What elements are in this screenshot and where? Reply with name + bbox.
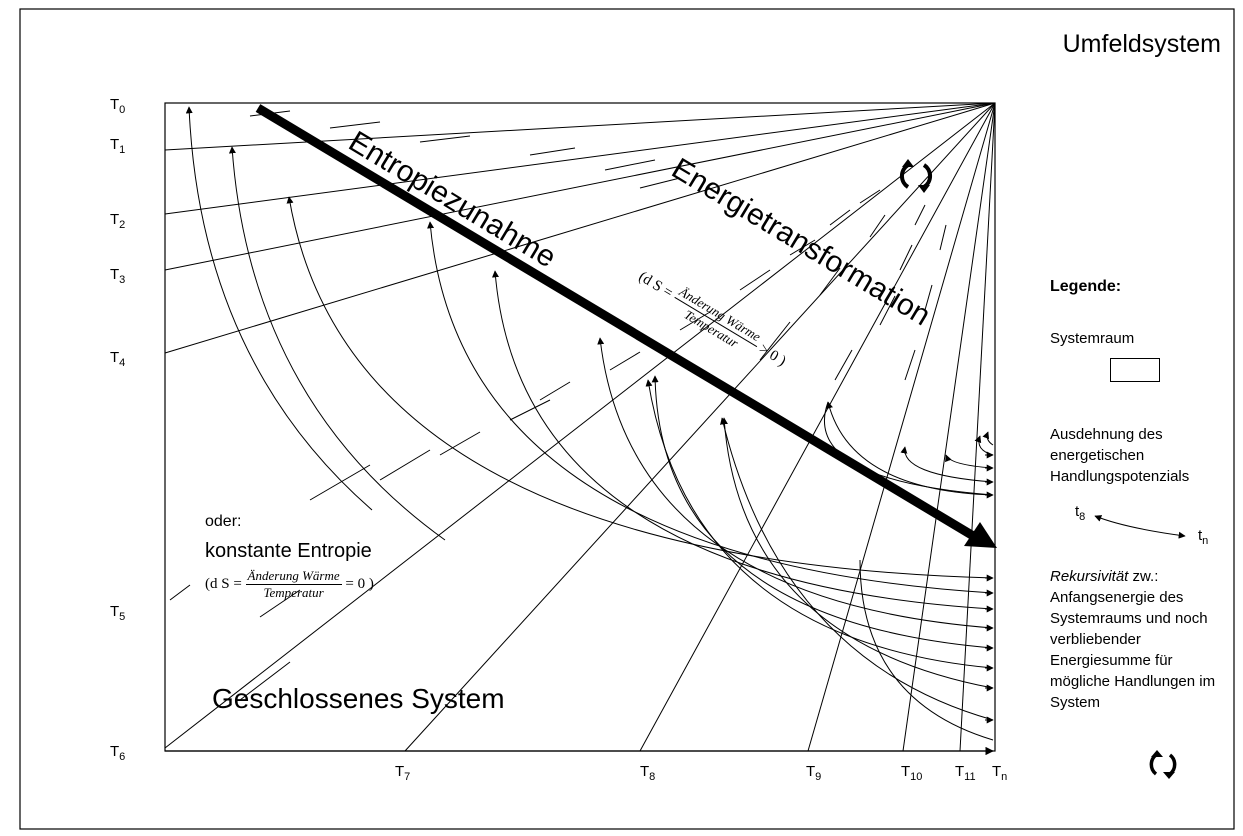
legend-rekursivitaet-label: Rekursivität zw.: Anfangsenergie des Sys… bbox=[1050, 566, 1220, 713]
page-title: Umfeldsystem bbox=[1062, 30, 1221, 58]
outer-frame bbox=[19, 8, 1235, 830]
arc-3 bbox=[286, 196, 994, 579]
legend-title: Legende: bbox=[1050, 278, 1122, 295]
x-tick-8: T8 bbox=[640, 763, 656, 783]
formula-constant-suffix: = 0 ) bbox=[345, 575, 374, 592]
arc-13 bbox=[900, 446, 994, 483]
legend-t-end: tn bbox=[1198, 527, 1209, 547]
arc-11 bbox=[859, 559, 994, 741]
x-tick-7: T7 bbox=[395, 763, 411, 783]
formula-constant-fraction: Änderung Wärme Temperatur bbox=[245, 568, 342, 601]
x-tick-11: T11 bbox=[955, 763, 976, 783]
legend-ausdehnung-label: Ausdehnung des energetischen Handlungspo… bbox=[1050, 426, 1190, 485]
arc-12 bbox=[826, 401, 994, 496]
constant-entropy-label: konstante Entropie bbox=[205, 540, 372, 562]
legend-systemraum-label: Systemraum bbox=[1050, 330, 1135, 347]
x-tick-9: T9 bbox=[806, 763, 822, 783]
alternative-label: oder: bbox=[205, 513, 242, 530]
legend-systemraum-box bbox=[1110, 358, 1160, 382]
arc-1 bbox=[185, 106, 373, 511]
arc-10 bbox=[720, 417, 994, 721]
legend-t-start: t8 bbox=[1075, 503, 1086, 523]
circular-arrows-icon bbox=[900, 159, 932, 193]
y-tick-6: T6 bbox=[110, 743, 126, 763]
arc-15 bbox=[974, 435, 994, 456]
arc-5 bbox=[492, 270, 994, 610]
y-tick-0: T0 bbox=[110, 96, 126, 116]
y-tick-2: T2 bbox=[110, 211, 126, 231]
arcs bbox=[185, 106, 994, 741]
dashed-rays bbox=[169, 110, 947, 701]
arc-16 bbox=[982, 431, 994, 446]
y-tick-5: T5 bbox=[110, 603, 126, 623]
x-tick-10: T10 bbox=[901, 763, 923, 783]
entropy-arrowhead bbox=[964, 522, 997, 548]
arc-17 bbox=[823, 401, 994, 496]
arc-6 bbox=[597, 337, 994, 629]
y-tick-1: T1 bbox=[110, 136, 126, 156]
legend-circular-arrows-icon bbox=[1149, 750, 1177, 779]
formula-constant-prefix: (d S = bbox=[205, 575, 242, 592]
legend-rekursivitaet-word: Rekursivität bbox=[1050, 568, 1129, 585]
arc-9 bbox=[720, 417, 994, 689]
formula-constant-numerator: Änderung Wärme bbox=[245, 568, 342, 585]
arc-8 bbox=[645, 379, 994, 669]
formula-constant: (d S = Änderung Wärme Temperatur = 0 ) bbox=[205, 568, 374, 601]
radiating-lines bbox=[164, 102, 996, 752]
arc-7 bbox=[651, 375, 994, 649]
arc-4 bbox=[427, 221, 994, 594]
y-tick-4: T4 bbox=[110, 349, 126, 369]
y-tick-3: T3 bbox=[110, 266, 126, 286]
entropy-arrow bbox=[255, 104, 978, 541]
legend-rekursivitaet-rest: zw.: Anfangsenergie des Systemraums und … bbox=[1050, 568, 1216, 711]
arc-2 bbox=[228, 146, 446, 541]
system-label: Geschlossenes System bbox=[212, 683, 505, 714]
formula-constant-denominator: Temperatur bbox=[263, 585, 324, 600]
legend-arrow bbox=[1094, 515, 1186, 539]
x-tick-n: Tn bbox=[992, 763, 1008, 783]
arc-14 bbox=[945, 454, 994, 469]
right-arrowheads bbox=[985, 451, 994, 724]
